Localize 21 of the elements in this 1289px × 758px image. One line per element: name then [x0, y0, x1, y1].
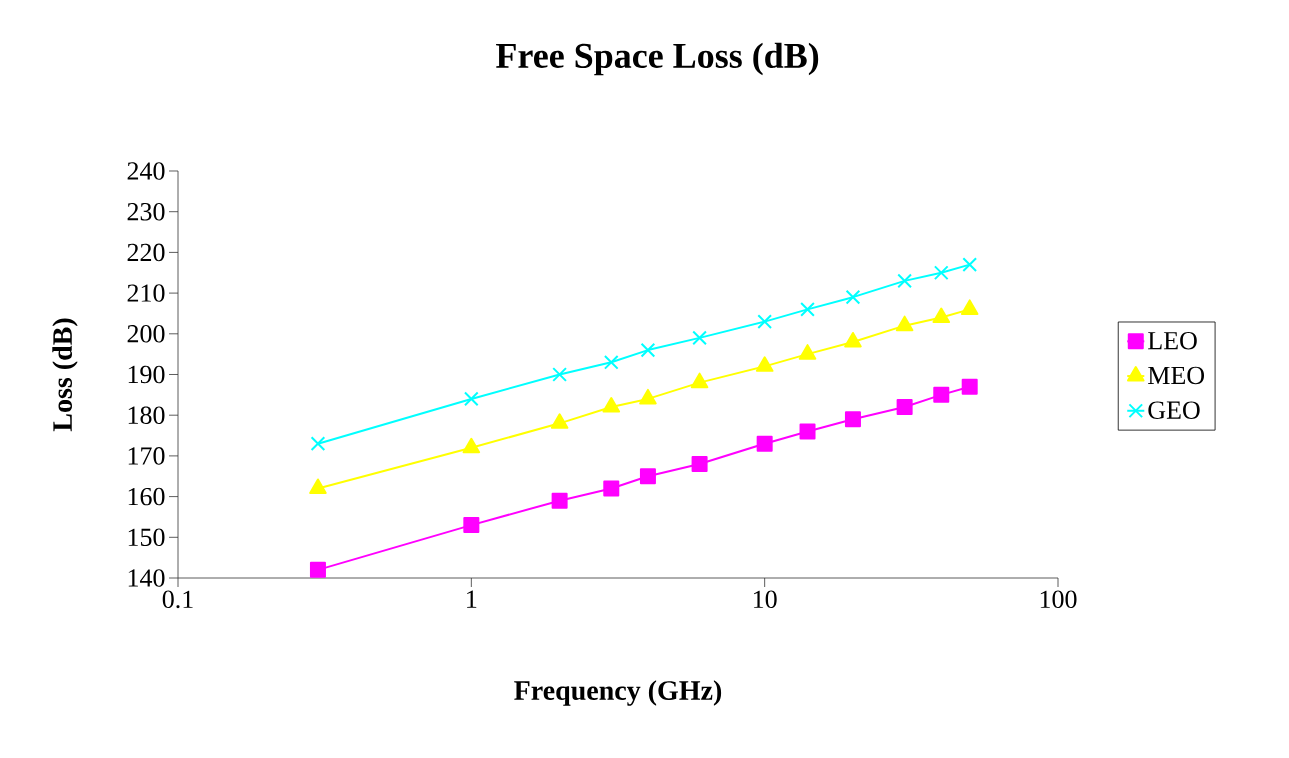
legend-label: GEO	[1148, 401, 1200, 419]
x-tick-label: 1	[467, 590, 477, 608]
y-tick-label: 200	[127, 325, 165, 343]
y-axis-title: Loss (dB)	[52, 318, 78, 432]
y-tick-label: 160	[128, 487, 165, 506]
x-tick-label: 100	[1040, 590, 1077, 609]
y-tick-label: 230	[127, 202, 165, 221]
legend-label: LEO	[1148, 331, 1197, 350]
x-axis-title: Frequency (GHz)	[514, 680, 722, 706]
x-tick-label: 10	[753, 590, 777, 609]
y-tick-label: 220	[127, 243, 165, 262]
y-tick-label: 210	[127, 284, 165, 302]
x-tick-label: 0.1	[162, 590, 193, 609]
y-tick-label: 150	[128, 528, 165, 547]
chart-title: Free Space Loss (dB)	[496, 42, 819, 76]
y-tick-label: 140	[128, 569, 165, 587]
y-tick-label: 180	[128, 406, 165, 424]
y-tick-label: 190	[128, 365, 165, 384]
y-tick-label: 170	[128, 447, 165, 465]
legend-label: MEO	[1148, 366, 1205, 385]
y-tick-label: 240	[127, 162, 165, 180]
